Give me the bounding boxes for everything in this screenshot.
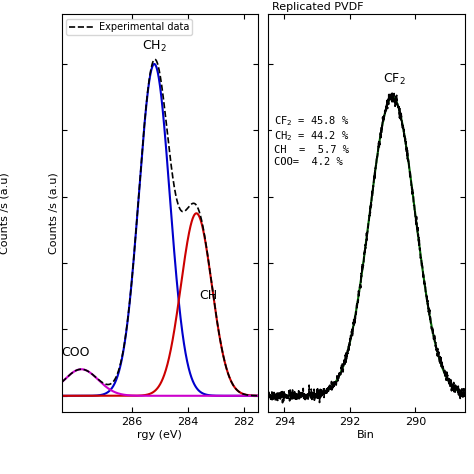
Text: CF$_2$: CF$_2$ xyxy=(383,72,405,87)
Text: COO: COO xyxy=(61,346,90,359)
Text: CH: CH xyxy=(199,289,217,302)
Y-axis label: Counts /s (a.u): Counts /s (a.u) xyxy=(49,173,59,254)
Text: Counts /s (a.u): Counts /s (a.u) xyxy=(0,173,10,254)
Text: CH$_2$: CH$_2$ xyxy=(142,39,167,54)
Legend: Experimental data: Experimental data xyxy=(66,19,192,35)
X-axis label: rgy (eV): rgy (eV) xyxy=(137,430,182,440)
Text: Replicated PVDF: Replicated PVDF xyxy=(272,2,364,12)
X-axis label: Bin: Bin xyxy=(357,430,375,440)
Text: CF$_2$ = 45.8 %
CH$_2$ = 44.2 %
CH  =  5.7 %
COO=  4.2 %: CF$_2$ = 45.8 % CH$_2$ = 44.2 % CH = 5.7… xyxy=(274,114,349,166)
